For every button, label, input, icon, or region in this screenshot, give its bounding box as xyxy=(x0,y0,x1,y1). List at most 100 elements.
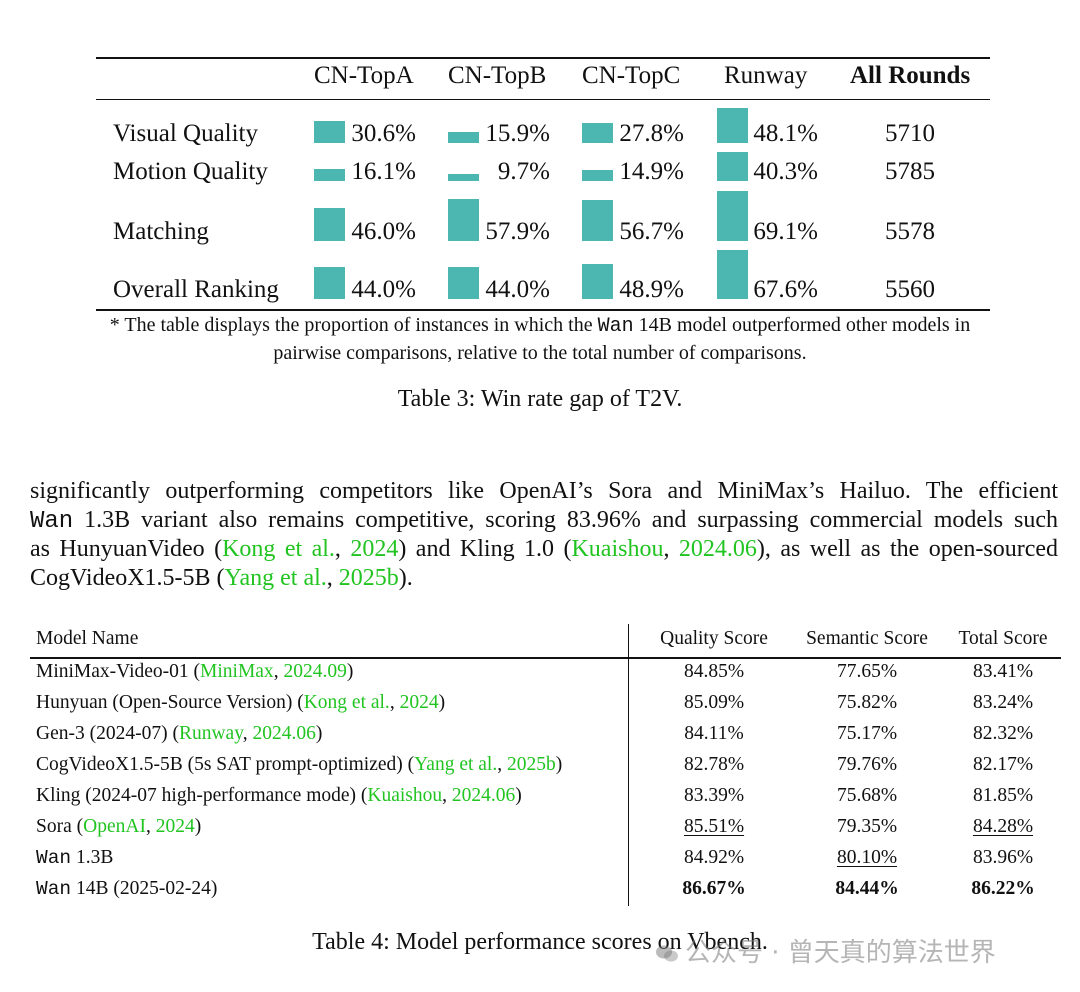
model-name-cell: MiniMax-Video-01 (MiniMax, 2024.09) xyxy=(36,661,353,683)
score-value: 75.82% xyxy=(836,692,898,713)
header-quality-score: Quality Score xyxy=(660,628,768,649)
score-value: 82.32% xyxy=(972,723,1034,744)
citation-separator: , xyxy=(242,723,253,744)
semantic-score-cell: 79.35% xyxy=(788,816,946,838)
table3-caption: Table 3: Win rate gap of T2V. xyxy=(397,386,683,412)
table3-col-runway: Runway xyxy=(724,62,808,89)
win-rate-bar xyxy=(448,267,479,299)
citation-close: ) xyxy=(555,754,563,775)
win-rate-bar xyxy=(717,151,748,181)
win-rate-value: 57.9% xyxy=(485,218,550,245)
total-score-cell: 83.41% xyxy=(948,661,1058,683)
semantic-score-cell: 75.17% xyxy=(788,723,946,745)
table3-col-cn-topa: CN-TopA xyxy=(314,62,414,89)
table4-vertical-divider xyxy=(628,624,629,906)
score-value: 86.22% xyxy=(971,878,1035,899)
model-name-cell: Wan 14B (2025-02-24) xyxy=(36,878,217,900)
win-rate-bar xyxy=(717,191,748,241)
model-name-cell: Sora (OpenAI, 2024) xyxy=(36,816,201,838)
table3-row-label: Motion Quality xyxy=(113,158,268,185)
citation-close: ) xyxy=(315,723,323,744)
score-value: 86.67% xyxy=(682,878,746,899)
model-suffix: 1.3B xyxy=(71,847,114,868)
score-value: 82.17% xyxy=(972,754,1034,775)
win-rate-value: 67.6% xyxy=(753,276,818,303)
citation-year-link[interactable]: 2024.06 xyxy=(252,723,316,744)
table3-all-rounds-value: 5710 xyxy=(885,120,935,147)
watermark: 公众号 · 曾天真的算法世界 xyxy=(655,932,996,969)
citation-close: ) xyxy=(515,785,522,806)
citation-year-link[interactable]: 2024 xyxy=(155,816,195,837)
win-rate-value: 56.7% xyxy=(619,218,684,245)
model-name-cell: Kling (2024-07 high-performance mode) (K… xyxy=(36,785,522,807)
citation-link[interactable]: Yang et al. xyxy=(224,565,327,591)
semantic-score-cell: 75.68% xyxy=(788,785,946,807)
paragraph-line-3: as HunyuanVideo (Kong et al., 2024) and … xyxy=(30,536,1059,562)
citation-link[interactable]: Kuaishou xyxy=(571,536,664,562)
table3-row-label: Visual Quality xyxy=(113,120,259,147)
citation-year-link[interactable]: 2024.09 xyxy=(283,661,347,682)
quality-score-cell: 84.92% xyxy=(640,847,788,869)
win-rate-bar xyxy=(582,122,613,143)
total-score-cell: 84.28% xyxy=(948,816,1058,838)
semantic-score-cell: 80.10% xyxy=(788,847,946,869)
win-rate-value: 46.0% xyxy=(351,218,416,245)
win-rate-bar xyxy=(448,199,479,241)
win-rate-bar xyxy=(717,108,748,143)
score-value: 84.92% xyxy=(683,847,745,868)
score-value: 83.24% xyxy=(972,692,1034,713)
model-name-cell: Hunyuan (Open-Source Version) (Kong et a… xyxy=(36,692,445,714)
citation-link[interactable]: OpenAI xyxy=(83,816,146,837)
score-value: 82.78% xyxy=(683,754,745,775)
citation-year-link[interactable]: 2025b xyxy=(338,565,399,591)
table3-col-cn-topb: CN-TopB xyxy=(448,62,547,89)
header-total-score: Total Score xyxy=(958,628,1048,649)
table-row: MiniMax-Video-01 (MiniMax, 2024.09) 84.85… xyxy=(30,661,1061,692)
score-value: 84.11% xyxy=(684,723,744,744)
citation-link[interactable]: Kong et al. xyxy=(303,692,390,713)
table-row: Hunyuan (Open-Source Version) (Kong et a… xyxy=(30,692,1061,723)
paragraph-line-4: CogVideoX1.5-5B (Yang et al., 2025b). xyxy=(30,565,413,591)
model-label: Gen-3 (2024-07) ( xyxy=(36,723,179,744)
table4-header-rule xyxy=(30,657,1061,659)
citation-link[interactable]: MiniMax xyxy=(200,661,274,682)
paragraph-line-2: Wan 1.3B variant also remains competitiv… xyxy=(30,507,1058,535)
citation-link[interactable]: Kong et al. xyxy=(222,536,335,562)
citation-year-link[interactable]: 2024 xyxy=(350,536,399,562)
win-rate-bar xyxy=(314,169,345,181)
table3-col-all-rounds: All Rounds xyxy=(850,62,971,89)
citation-year-link[interactable]: 2024 xyxy=(399,692,439,713)
quality-score-cell: 86.67% xyxy=(640,878,788,900)
citation-close: ) xyxy=(346,661,354,682)
citation-year-link[interactable]: 2024.06 xyxy=(678,536,757,562)
win-rate-bar xyxy=(717,250,748,299)
score-value: 84.44% xyxy=(835,878,899,899)
quality-score-cell: 83.39% xyxy=(640,785,788,807)
citation-year-link[interactable]: 2025b xyxy=(506,754,556,775)
win-rate-bar xyxy=(448,131,479,143)
win-rate-bar xyxy=(582,170,613,181)
citation-link[interactable]: Kuaishou xyxy=(367,785,443,806)
model-name-cell: CogVideoX1.5-5B (5s SAT prompt-optimized… xyxy=(36,754,562,776)
model-suffix: 14B (2025-02-24) xyxy=(71,878,218,899)
score-value: 84.85% xyxy=(683,661,745,682)
table3-row-label: Matching xyxy=(113,218,209,245)
citation-link[interactable]: Yang et al. xyxy=(414,754,498,775)
win-rate-bar xyxy=(582,200,613,241)
table-row: Wan 14B (2025-02-24) 86.67% 84.44% 86.22% xyxy=(30,878,1061,909)
quality-score-cell: 85.09% xyxy=(640,692,788,714)
win-rate-value: 40.3% xyxy=(753,158,818,185)
citation-link[interactable]: Runway xyxy=(178,723,243,744)
citation-year-link[interactable]: 2024.06 xyxy=(451,785,516,806)
win-rate-value: 48.9% xyxy=(619,276,684,303)
score-value: 85.09% xyxy=(683,692,745,713)
win-rate-bar xyxy=(314,267,345,299)
win-rate-value: 30.6% xyxy=(351,120,416,147)
win-rate-bar xyxy=(314,120,345,143)
table3-all-rounds-value: 5578 xyxy=(885,218,935,245)
score-value: 75.68% xyxy=(836,785,898,806)
citation-separator: , xyxy=(442,785,452,806)
table3-row-label: Overall Ranking xyxy=(113,276,279,303)
win-rate-bar xyxy=(448,174,479,181)
table-row: Wan 1.3B 84.92% 80.10% 83.96% xyxy=(30,847,1061,878)
